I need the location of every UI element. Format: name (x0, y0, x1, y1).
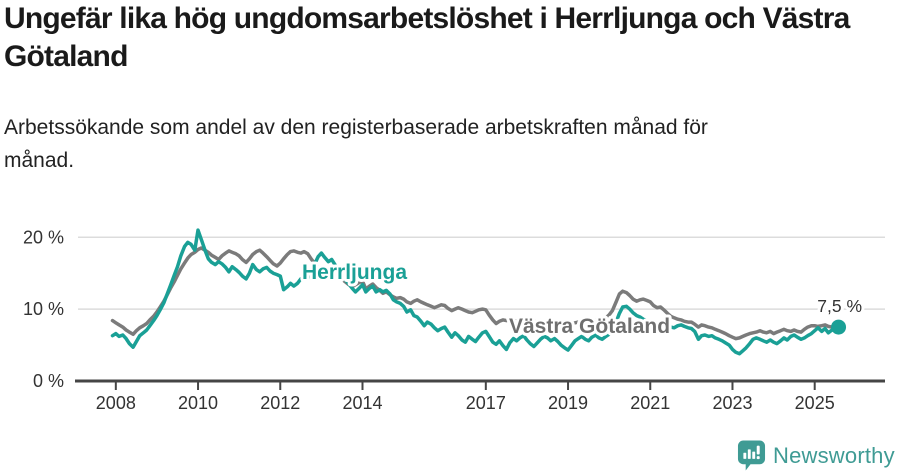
x-tick-label: 2008 (96, 393, 136, 413)
series-line-västra-götaland (110, 246, 838, 341)
series-line-herrljunga (110, 228, 841, 356)
newsworthy-logo[interactable]: Newsworthy (737, 440, 895, 471)
x-tick-label: 2014 (342, 393, 382, 413)
end-value-annotation: 7,5 % (817, 296, 862, 316)
x-tick-label: 2021 (630, 393, 670, 413)
x-tick-label: 2019 (548, 393, 588, 413)
x-tick-label: 2012 (260, 393, 300, 413)
newsworthy-brand-text: Newsworthy (773, 442, 895, 468)
chart-subtitle: Arbetssökande som andel av den registerb… (4, 116, 708, 172)
series-label-västra-götaland: Västra Götaland (509, 315, 670, 338)
series-end-dot (831, 319, 847, 335)
y-tick-label: 10 % (23, 299, 64, 319)
x-tick-label: 2025 (795, 393, 835, 413)
x-tick-label: 2010 (178, 393, 218, 413)
y-tick-label: 20 % (23, 227, 64, 247)
page-title: Ungefär lika hög ungdomsarbetslöshet i H… (4, 2, 850, 74)
series-label-herrljunga: Herrljunga (302, 261, 407, 284)
x-tick-label: 2023 (712, 393, 752, 413)
newsworthy-icon (737, 440, 766, 471)
y-tick-label: 0 % (33, 371, 64, 391)
x-tick-label: 2017 (466, 393, 506, 413)
